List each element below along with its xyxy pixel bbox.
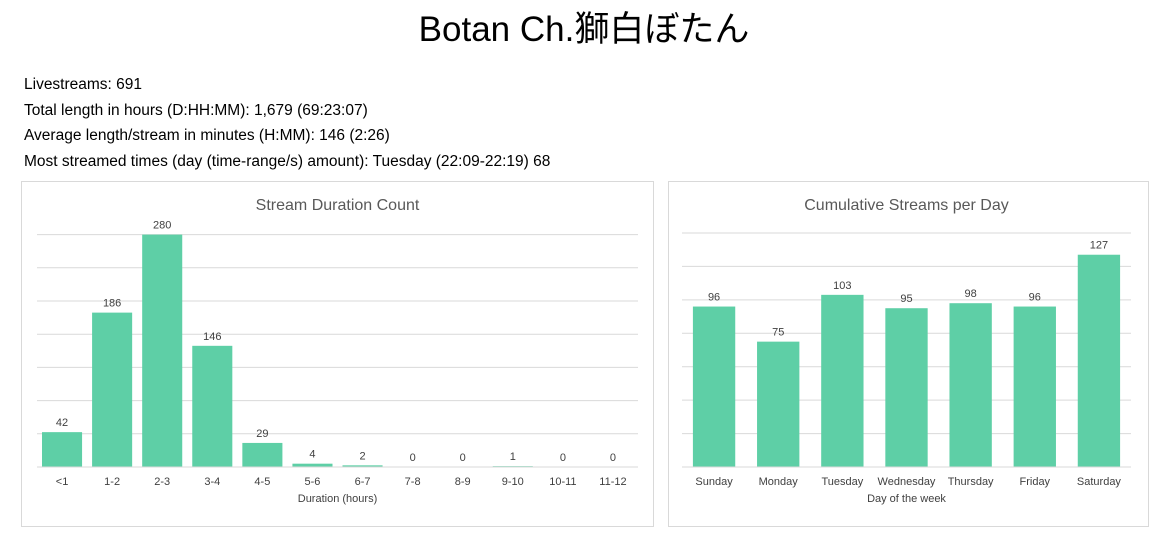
stat-most-streamed-times: Most streamed times (day (time-range/s) … (24, 149, 550, 175)
x-tick-label: Friday (1020, 476, 1051, 488)
weekday-chart: Cumulative Streams per Day 96 Sunday 75 Mond… (669, 182, 1148, 526)
data-label: 96 (1029, 292, 1041, 304)
x-tick-label: 7-8 (405, 476, 421, 488)
bar-duration-4 (242, 443, 282, 467)
x-tick-label: 5-6 (305, 476, 321, 488)
x-tick-label: Wednesday (878, 476, 936, 488)
x-axis-title: Day of the week (867, 493, 946, 505)
data-label: 75 (772, 327, 784, 339)
data-label: 98 (965, 288, 977, 300)
data-label: 2 (359, 450, 365, 462)
x-tick-label: 4-5 (254, 476, 270, 488)
data-label: 4 (309, 449, 315, 461)
x-tick-label: 3-4 (204, 476, 220, 488)
stat-average-length: Average length/stream in minutes (H:MM):… (24, 123, 550, 149)
data-label: 0 (460, 452, 466, 464)
data-label: 0 (560, 452, 566, 464)
bar-duration-1 (92, 313, 132, 467)
bar-day-0 (693, 307, 735, 467)
x-tick-label: Sunday (695, 476, 733, 488)
data-label: 96 (708, 292, 720, 304)
x-tick-label: Tuesday (821, 476, 863, 488)
stat-total-length: Total length in hours (D:HH:MM): 1,679 (… (24, 98, 550, 124)
x-tick-label: Thursday (948, 476, 994, 488)
page-title: Botan Ch.獅白ぼたん (0, 8, 1168, 52)
bar-duration-3 (192, 346, 232, 467)
bar-day-1 (757, 342, 799, 467)
x-tick-label: 8-9 (455, 476, 471, 488)
data-label: 280 (153, 220, 171, 232)
bar-day-6 (1078, 255, 1120, 467)
data-label: 42 (56, 417, 68, 429)
x-tick-label: 6-7 (355, 476, 371, 488)
x-tick-label: 10-11 (549, 476, 576, 488)
data-label: 29 (256, 428, 268, 440)
chart-title: Cumulative Streams per Day (804, 197, 1009, 214)
x-axis-title: Duration (hours) (298, 493, 377, 505)
chart-title: Stream Duration Count (256, 197, 420, 214)
bar-duration-2 (142, 235, 182, 467)
duration-chart: Stream Duration Count42<11861-22802-3146… (22, 182, 653, 526)
x-tick-label: <1 (56, 476, 69, 488)
data-label: 0 (410, 452, 416, 464)
x-tick-label: 2-3 (154, 476, 170, 488)
bar-day-4 (949, 303, 991, 467)
x-tick-label: 9-10 (502, 476, 524, 488)
data-label: 146 (203, 331, 221, 343)
bar-day-2 (821, 295, 863, 467)
x-tick-label: 1-2 (104, 476, 120, 488)
bar-day-5 (1014, 307, 1056, 467)
bar-day-3 (885, 308, 927, 467)
weekday-chart-panel: Cumulative Streams per Day 96 Sunday 75 Mond… (668, 181, 1149, 527)
data-label: 1 (510, 451, 516, 463)
bar-duration-0 (42, 432, 82, 467)
x-tick-label: Saturday (1077, 476, 1122, 488)
stats-block: Livestreams: 691 Total length in hours (… (24, 72, 550, 174)
x-tick-label: 11-12 (599, 476, 626, 488)
data-label: 95 (900, 293, 912, 305)
data-label: 0 (610, 452, 616, 464)
stat-livestreams: Livestreams: 691 (24, 72, 550, 98)
data-label: 127 (1090, 240, 1108, 252)
x-tick-label: Monday (759, 476, 799, 488)
data-label: 103 (833, 280, 851, 292)
duration-chart-panel: Stream Duration Count 42 <1 186 1-2 280 2-3 146… (21, 181, 654, 527)
data-label: 186 (103, 298, 121, 310)
